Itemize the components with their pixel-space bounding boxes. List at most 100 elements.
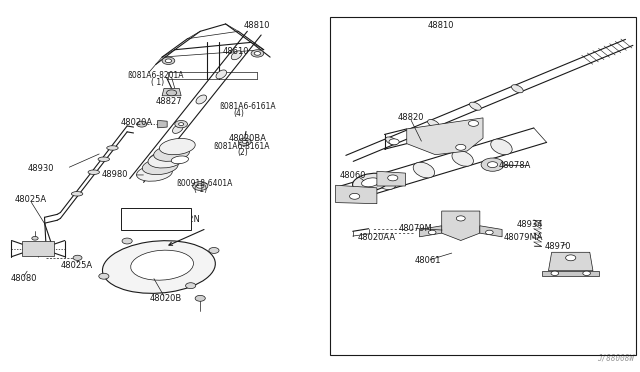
- Circle shape: [165, 59, 172, 62]
- Ellipse shape: [196, 95, 207, 104]
- Ellipse shape: [362, 178, 380, 187]
- Text: (2): (2): [237, 148, 248, 157]
- Text: ( 1): ( 1): [151, 78, 164, 87]
- Polygon shape: [335, 185, 377, 204]
- Polygon shape: [162, 89, 181, 96]
- Ellipse shape: [149, 154, 159, 163]
- Text: 48020B: 48020B: [149, 294, 182, 303]
- Text: 48079M: 48079M: [399, 224, 432, 233]
- Polygon shape: [480, 226, 502, 237]
- Ellipse shape: [386, 137, 397, 145]
- Circle shape: [481, 158, 504, 171]
- Ellipse shape: [428, 119, 439, 128]
- Ellipse shape: [102, 241, 215, 294]
- Circle shape: [349, 193, 360, 199]
- Ellipse shape: [173, 125, 183, 134]
- Text: 48610: 48610: [223, 47, 249, 56]
- Text: 48080: 48080: [11, 274, 37, 283]
- Text: ( 1): ( 1): [194, 185, 207, 194]
- Text: J/88008W: J/88008W: [597, 354, 634, 363]
- Ellipse shape: [353, 173, 388, 191]
- Ellipse shape: [216, 70, 227, 79]
- Ellipse shape: [136, 165, 172, 181]
- Circle shape: [32, 237, 38, 240]
- Circle shape: [566, 255, 576, 261]
- Text: 48060: 48060: [340, 171, 367, 180]
- Text: 48827: 48827: [156, 97, 182, 106]
- Ellipse shape: [107, 146, 118, 150]
- Circle shape: [456, 216, 465, 221]
- Circle shape: [193, 182, 208, 190]
- Circle shape: [99, 273, 109, 279]
- Circle shape: [196, 184, 204, 188]
- Text: 48810: 48810: [243, 21, 270, 30]
- Circle shape: [137, 121, 147, 127]
- Circle shape: [428, 230, 436, 235]
- Polygon shape: [419, 226, 442, 237]
- Circle shape: [251, 50, 264, 57]
- Ellipse shape: [470, 102, 481, 110]
- Text: 48970: 48970: [545, 242, 571, 251]
- Polygon shape: [442, 211, 480, 241]
- Text: 48930: 48930: [28, 164, 54, 173]
- Text: 48025A: 48025A: [15, 196, 47, 205]
- Circle shape: [468, 121, 479, 126]
- Text: (4): (4): [233, 109, 244, 118]
- Text: 48020BA: 48020BA: [229, 134, 267, 142]
- Circle shape: [175, 121, 188, 128]
- Circle shape: [122, 238, 132, 244]
- Polygon shape: [548, 252, 593, 271]
- Ellipse shape: [131, 250, 193, 280]
- Bar: [330, 17, 636, 355]
- Circle shape: [195, 295, 205, 301]
- Bar: [121, 208, 191, 230]
- Text: 48061: 48061: [415, 256, 442, 265]
- Ellipse shape: [172, 156, 189, 164]
- Ellipse shape: [452, 151, 474, 166]
- Text: 48342N: 48342N: [167, 215, 200, 224]
- Text: 48079MA: 48079MA: [504, 233, 543, 242]
- Ellipse shape: [231, 51, 242, 60]
- Circle shape: [583, 271, 591, 276]
- Ellipse shape: [148, 152, 184, 168]
- Ellipse shape: [159, 138, 195, 155]
- Text: 48078A: 48078A: [499, 161, 531, 170]
- Circle shape: [73, 255, 82, 260]
- Circle shape: [166, 90, 177, 96]
- Text: 48020AA: 48020AA: [358, 233, 396, 242]
- Circle shape: [209, 247, 219, 253]
- Ellipse shape: [142, 158, 178, 174]
- Text: 48934: 48934: [516, 220, 543, 229]
- Ellipse shape: [98, 157, 109, 161]
- Polygon shape: [407, 118, 483, 155]
- Circle shape: [242, 140, 247, 143]
- Circle shape: [179, 123, 184, 126]
- Text: ß081A6-8201A: ß081A6-8201A: [127, 71, 184, 80]
- Circle shape: [389, 139, 399, 145]
- Circle shape: [186, 283, 196, 289]
- Ellipse shape: [511, 85, 524, 93]
- Polygon shape: [542, 271, 599, 276]
- Circle shape: [456, 144, 466, 150]
- Ellipse shape: [88, 170, 99, 174]
- Ellipse shape: [154, 145, 189, 161]
- Text: 48025A: 48025A: [60, 261, 93, 270]
- Text: ß081A6-8161A: ß081A6-8161A: [213, 142, 269, 151]
- Circle shape: [551, 271, 559, 276]
- Ellipse shape: [71, 192, 83, 196]
- Polygon shape: [157, 121, 167, 128]
- Text: 48980: 48980: [102, 170, 128, 179]
- Circle shape: [388, 175, 398, 181]
- Ellipse shape: [491, 139, 512, 155]
- Ellipse shape: [413, 162, 435, 178]
- Circle shape: [486, 230, 493, 235]
- Text: 48820: 48820: [397, 113, 424, 122]
- Circle shape: [488, 162, 498, 167]
- Polygon shape: [22, 241, 54, 256]
- Circle shape: [238, 138, 251, 145]
- Text: 48020A: 48020A: [121, 118, 153, 127]
- Text: ß00918-6401A: ß00918-6401A: [176, 179, 232, 187]
- Text: ß081A6-6161A: ß081A6-6161A: [220, 102, 276, 111]
- Circle shape: [162, 57, 175, 64]
- Circle shape: [254, 52, 260, 55]
